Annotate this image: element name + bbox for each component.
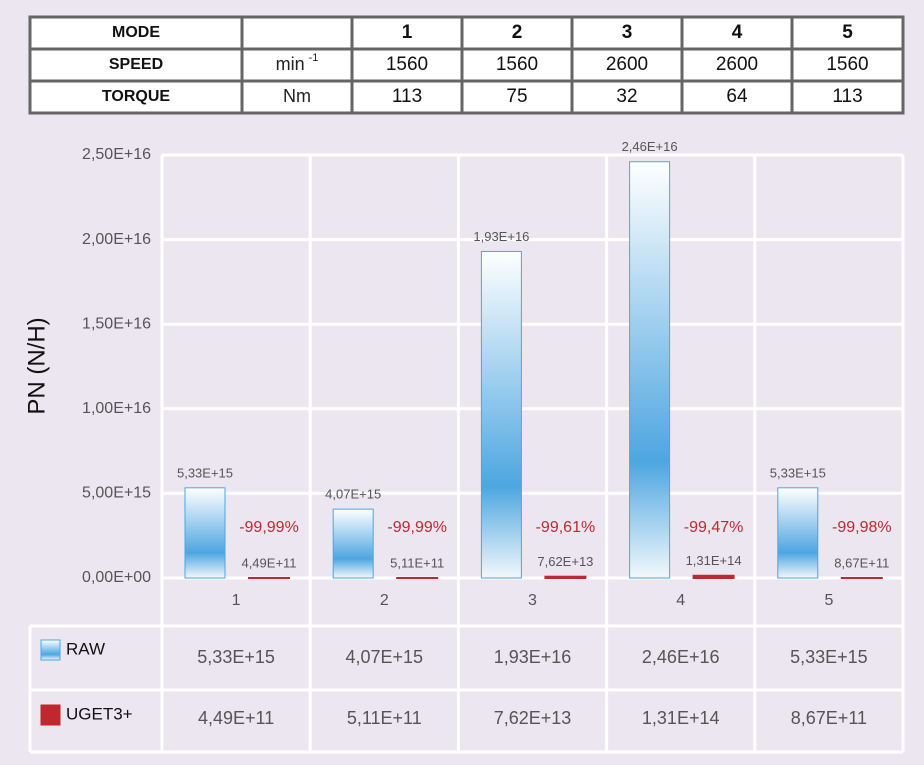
- unit: min -1: [276, 52, 319, 74]
- row-label: TORQUE: [102, 88, 170, 105]
- value-label: 2,46E+16: [622, 139, 678, 154]
- legend-swatch: [40, 639, 61, 661]
- legend-label: UGET3+: [66, 704, 133, 723]
- reduction-label: -99,47%: [684, 519, 744, 536]
- table-value: 4,07E+15: [346, 647, 424, 667]
- bar: [544, 575, 587, 579]
- y-tick-label: 1,50E+16: [82, 315, 151, 332]
- reduction-label: -99,98%: [832, 519, 892, 536]
- reduction-label: -99,99%: [239, 519, 299, 536]
- cell: 3: [622, 22, 633, 43]
- table-value: 4,49E+11: [198, 708, 274, 728]
- table-value: 5,11E+11: [347, 708, 422, 728]
- value-label: 4,07E+15: [325, 487, 381, 502]
- x-tick-label: 3: [528, 592, 537, 609]
- bar: [629, 161, 671, 579]
- cell: 4: [732, 22, 743, 43]
- bar: [692, 574, 735, 580]
- cell: 2600: [606, 54, 648, 75]
- bar: [480, 250, 522, 579]
- cell: 1560: [826, 54, 868, 75]
- table-value: 5,33E+15: [197, 647, 275, 667]
- y-tick-label: 2,00E+16: [82, 231, 151, 248]
- cell: 113: [832, 86, 862, 107]
- table-value: 5,33E+15: [790, 647, 868, 667]
- unit-text: Nm: [283, 86, 311, 106]
- table-value: 7,62E+13: [494, 708, 572, 728]
- value-label: 4,49E+11: [241, 555, 296, 570]
- value-label: 8,67E+11: [834, 555, 889, 570]
- cell: 113: [392, 86, 422, 107]
- cell: 75: [506, 86, 527, 107]
- reduction-label: -99,61%: [536, 519, 596, 536]
- cell: 2600: [716, 54, 758, 75]
- x-tick-label: 2: [380, 592, 389, 609]
- table-value: 8,67E+11: [791, 708, 867, 728]
- cell: 2: [512, 22, 523, 43]
- value-label: 7,62E+13: [537, 554, 593, 569]
- cell: 64: [726, 86, 748, 107]
- y-tick-label: 2,50E+16: [82, 146, 151, 163]
- row-label: SPEED: [109, 56, 163, 73]
- bar: [332, 508, 374, 579]
- x-tick-label: 1: [232, 592, 241, 609]
- row-label: MODE: [112, 24, 160, 41]
- cell: 1: [402, 22, 413, 43]
- y-axis-label: PN (N/H): [23, 317, 50, 414]
- table-value: 1,93E+16: [494, 647, 572, 667]
- reduction-label: -99,99%: [387, 519, 447, 536]
- cell: 32: [616, 86, 637, 107]
- unit-text: min: [276, 54, 305, 74]
- y-tick-label: 0,00E+00: [82, 569, 151, 586]
- value-label: 1,31E+14: [686, 553, 742, 568]
- cell: 5: [842, 22, 853, 43]
- table-value: 1,31E+14: [642, 708, 720, 728]
- value-label: 5,33E+15: [770, 465, 826, 480]
- legend-swatch: [40, 704, 61, 726]
- unit: Nm: [283, 86, 311, 106]
- unit-superscript: -1: [309, 52, 319, 64]
- cell: 1560: [386, 54, 428, 75]
- bar: [184, 487, 226, 579]
- value-label: 5,11E+11: [390, 555, 444, 570]
- table-value: 2,46E+16: [642, 647, 720, 667]
- y-tick-label: 1,00E+16: [82, 400, 151, 417]
- value-label: 5,33E+15: [177, 465, 233, 480]
- value-label: 1,93E+16: [473, 229, 529, 244]
- x-tick-label: 5: [824, 592, 833, 609]
- spec-table-frame: [28, 15, 905, 115]
- y-tick-label: 5,00E+15: [82, 485, 151, 502]
- cell: 1560: [496, 54, 538, 75]
- bar: [777, 487, 819, 579]
- x-tick-label: 4: [676, 592, 685, 609]
- legend-label: RAW: [66, 639, 105, 658]
